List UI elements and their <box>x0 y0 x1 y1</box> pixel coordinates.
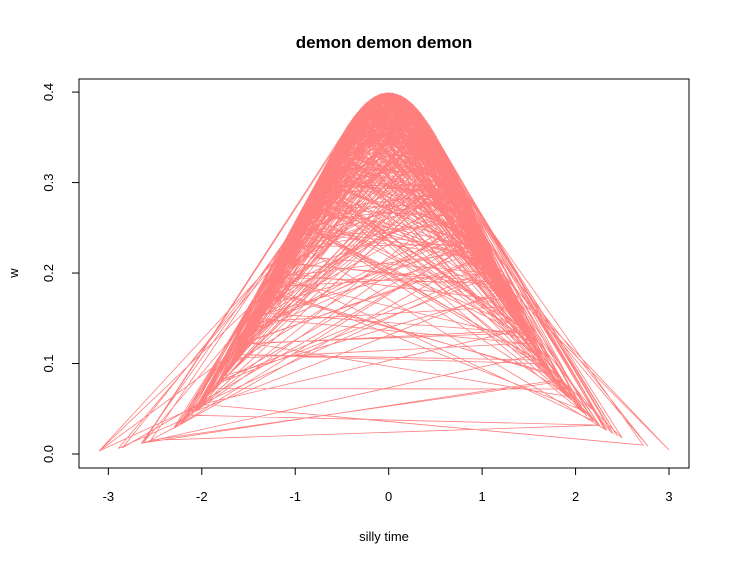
x-tick-label: -3 <box>103 489 115 504</box>
x-tick-label: 2 <box>572 489 579 504</box>
y-axis: 0.0 0.1 0.2 0.3 0.4 <box>41 83 80 463</box>
x-tick-label: 1 <box>478 489 485 504</box>
x-axis: -3 -2 -1 0 1 2 3 <box>103 467 673 504</box>
x-tick-label: 0 <box>385 489 392 504</box>
x-tick-label: 3 <box>665 489 672 504</box>
series-line <box>98 92 670 452</box>
y-tick-label: 0.2 <box>41 264 56 282</box>
y-tick-label: 0.1 <box>41 354 56 372</box>
y-axis-title: w <box>6 268 21 279</box>
series-line-w <box>98 92 670 452</box>
x-tick-label: -2 <box>196 489 208 504</box>
x-axis-title: silly time <box>359 529 409 544</box>
x-tick-label: -1 <box>289 489 301 504</box>
y-tick-label: 0.4 <box>41 83 56 101</box>
chart-title: demon demon demon <box>296 33 473 52</box>
y-tick-label: 0.0 <box>41 445 56 463</box>
y-tick-label: 0.3 <box>41 174 56 192</box>
